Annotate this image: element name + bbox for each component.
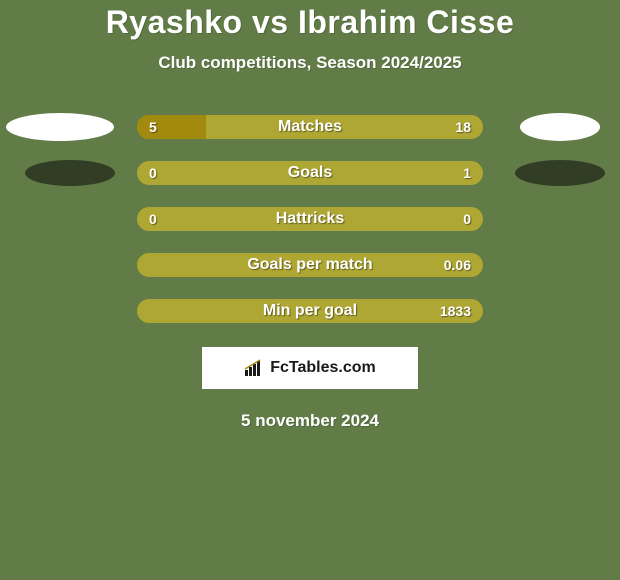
comparison-infographic: Ryashko vs Ibrahim Cisse Club competitio…: [0, 0, 620, 431]
right-slot: [483, 297, 620, 325]
stat-row: 0.06Goals per match: [0, 253, 620, 277]
team-badge-right: [515, 160, 605, 186]
team-badge-left: [6, 113, 114, 141]
stat-label: Min per goal: [137, 299, 483, 323]
right-slot: [483, 159, 620, 187]
stat-bar: 0.06Goals per match: [137, 253, 483, 277]
stat-left-value: 0: [149, 207, 157, 231]
right-slot: [483, 205, 620, 233]
team-badge-left: [25, 160, 115, 186]
stat-label: Goals: [137, 161, 483, 185]
stat-right-value: 0.06: [444, 253, 471, 277]
date-label: 5 november 2024: [0, 411, 620, 431]
team-badge-right: [520, 113, 600, 141]
stat-right-value: 18: [455, 115, 471, 139]
stat-right-value: 0: [463, 207, 471, 231]
left-slot: [0, 113, 137, 141]
stat-row: 0 1Goals: [0, 161, 620, 185]
footer-inner: FcTables.com: [244, 359, 376, 377]
left-slot: [0, 251, 137, 279]
stat-bar: 0 0Hattricks: [137, 207, 483, 231]
footer-attribution: FcTables.com: [202, 347, 418, 389]
left-slot: [0, 205, 137, 233]
stat-row: 518Matches: [0, 115, 620, 139]
stat-row: 0 0Hattricks: [0, 207, 620, 231]
stat-left-value: 0: [149, 161, 157, 185]
bar-chart-icon: [244, 359, 266, 377]
page-title: Ryashko vs Ibrahim Cisse: [0, 4, 620, 41]
stat-rows: 518Matches01Goals00Hattricks0.06Goals pe…: [0, 115, 620, 323]
left-slot: [0, 159, 137, 187]
stat-bar: 1833Min per goal: [137, 299, 483, 323]
bar-left-fill: [137, 115, 206, 139]
left-slot: [0, 297, 137, 325]
right-slot: [483, 113, 620, 141]
subtitle: Club competitions, Season 2024/2025: [0, 53, 620, 73]
stat-right-value: 1: [463, 161, 471, 185]
stat-label: Goals per match: [137, 253, 483, 277]
stat-row: 1833Min per goal: [0, 299, 620, 323]
stat-right-value: 1833: [440, 299, 471, 323]
right-slot: [483, 251, 620, 279]
footer-text: FcTables.com: [270, 359, 376, 377]
stat-label: Hattricks: [137, 207, 483, 231]
stat-bar: 0 1Goals: [137, 161, 483, 185]
stat-bar: 518Matches: [137, 115, 483, 139]
